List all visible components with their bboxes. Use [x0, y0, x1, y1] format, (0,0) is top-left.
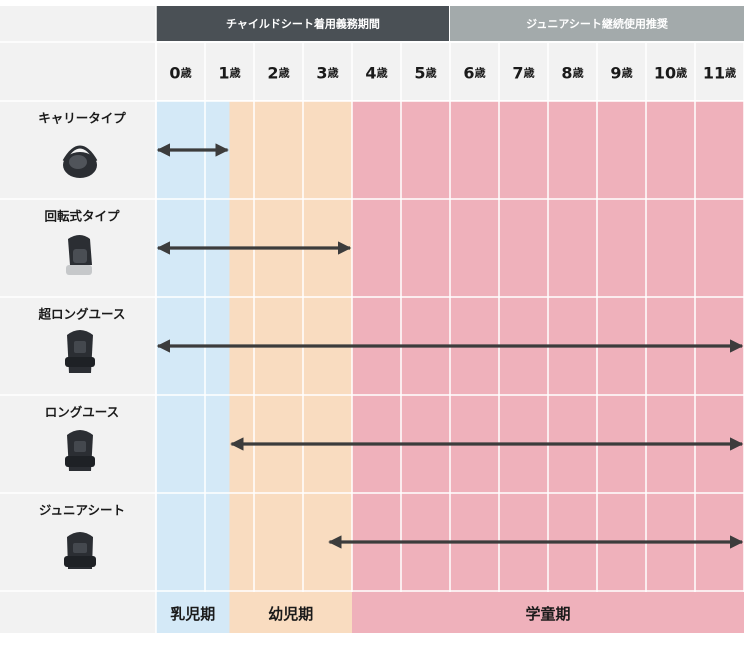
age-label-8: 8歳 — [561, 63, 583, 82]
row-label-3: ロングユース — [45, 405, 119, 420]
period-label-1: 幼児期 — [268, 605, 313, 623]
row-label-1: 回転式タイプ — [44, 209, 120, 224]
infant-carrier-seat-icon — [62, 145, 98, 178]
row-label-4: ジュニアシート — [39, 503, 125, 518]
booster-seat-icon — [64, 532, 96, 569]
row-label-2: 超ロングユース — [38, 307, 126, 322]
long-use-seat-icon — [65, 430, 95, 471]
header-group-1 — [450, 6, 744, 41]
age-label-7: 7歳 — [512, 63, 534, 82]
age-label-11: 11歳 — [703, 63, 736, 82]
header-group-label-0: チャイルドシート着用義務期間 — [226, 17, 380, 31]
period-fill-0 — [156, 101, 230, 633]
row-label-0: キャリータイプ — [38, 111, 126, 126]
age-label-0: 0歳 — [169, 63, 191, 82]
rotating-car-seat-icon — [66, 235, 92, 275]
extra-long-use-seat-icon — [65, 330, 95, 373]
age-label-3: 3歳 — [316, 63, 338, 82]
label-column-background — [0, 6, 156, 633]
age-label-4: 4歳 — [365, 63, 387, 82]
age-label-10: 10歳 — [654, 63, 687, 82]
header-group-label-1: ジュニアシート継続使用推奨 — [526, 17, 669, 31]
age-label-2: 2歳 — [267, 63, 289, 82]
age-label-6: 6歳 — [463, 63, 485, 82]
period-label-0: 乳児期 — [170, 605, 215, 623]
age-label-1: 1歳 — [218, 63, 240, 82]
age-label-5: 5歳 — [414, 63, 436, 82]
header-group-0 — [156, 6, 449, 41]
period-label-2: 学童期 — [525, 605, 570, 623]
period-fill-1 — [229, 101, 352, 633]
age-label-9: 9歳 — [610, 63, 632, 82]
